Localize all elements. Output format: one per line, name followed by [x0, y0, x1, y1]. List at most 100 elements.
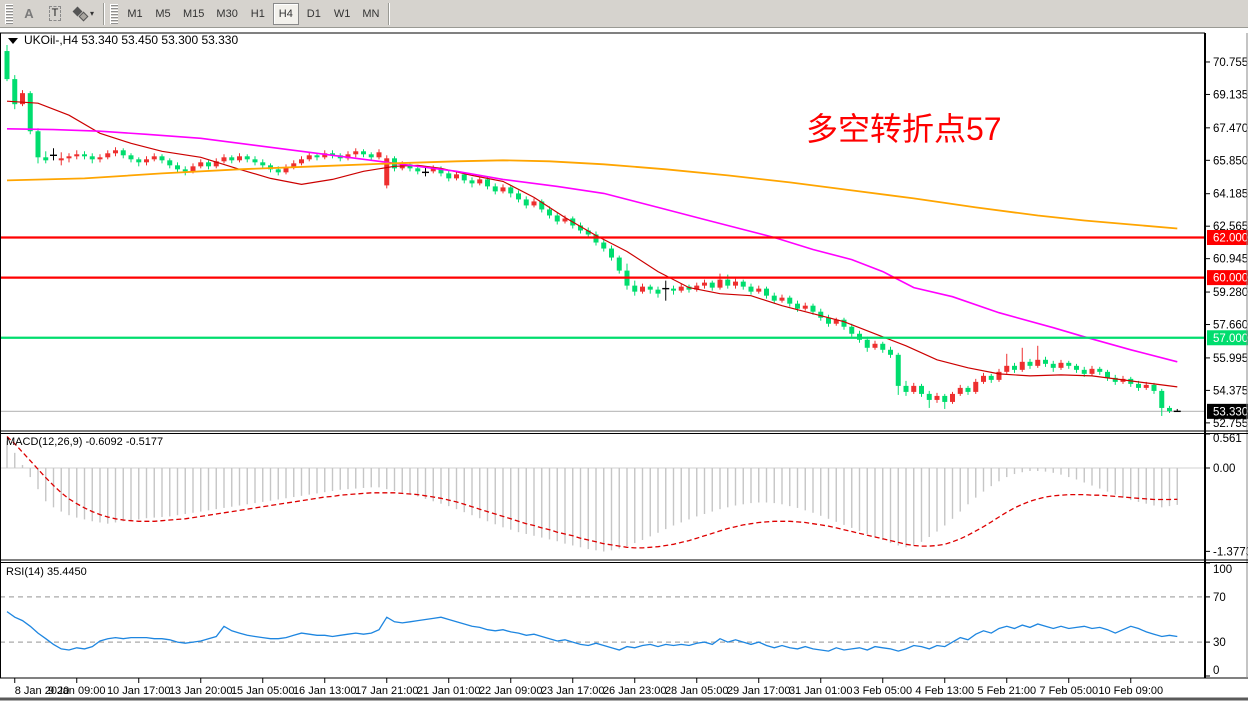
time-tick-label: 23 Jan 17:00: [541, 685, 605, 697]
bear-candle: [1043, 359, 1048, 364]
bear-candle: [1112, 377, 1118, 382]
timeframe-button-D1[interactable]: D1: [301, 3, 327, 25]
chevron-down-icon: ▾: [90, 9, 95, 18]
bear-candle: [260, 162, 266, 166]
chart-window[interactable]: 多空转折点57 UKOil-,H4 53.340 53.450 53.300 53…: [0, 28, 1248, 701]
bear-candle: [35, 131, 41, 158]
bull-candle: [74, 154, 80, 157]
timeframe-button-H1[interactable]: H1: [245, 3, 271, 25]
bull-candle: [283, 167, 289, 173]
rsi-label: RSI(14) 35.4450: [6, 566, 87, 578]
price-badge-62.000: [1207, 230, 1248, 246]
bear-candle: [128, 155, 134, 160]
time-tick-label: 5 Feb 21:00: [977, 685, 1036, 697]
bear-candle: [175, 165, 180, 170]
bull-candle: [454, 174, 459, 179]
toolbar-grip[interactable]: [110, 3, 119, 24]
bull-candle: [1004, 365, 1010, 372]
rsi-tick-label: 100: [1213, 564, 1232, 576]
bear-candle: [206, 162, 211, 167]
bull-candle: [1058, 362, 1064, 368]
symbol-ohlc-label: UKOil-,H4 53.340 53.450 53.300 53.330: [24, 33, 238, 47]
bear-candle: [1012, 365, 1017, 370]
bull-candle: [934, 395, 940, 400]
label-tool-button[interactable]: A: [17, 3, 41, 25]
bull-candle: [1089, 368, 1095, 374]
macd-tick-label: 0.561: [1213, 433, 1242, 445]
timeframe-button-W1[interactable]: W1: [329, 3, 356, 25]
bear-candle: [764, 288, 769, 296]
bear-candle: [554, 215, 560, 222]
bear-candle: [795, 303, 800, 309]
price-badge-60.000: [1207, 270, 1248, 286]
annotation-text[interactable]: 多空转折点57: [806, 111, 1002, 147]
rsi-tick-label: 70: [1213, 592, 1226, 604]
bull-candle: [322, 153, 328, 158]
bull-candle: [151, 156, 157, 160]
timeframe-button-M30[interactable]: M30: [211, 3, 242, 25]
bear-candle: [1074, 365, 1079, 370]
arrow-objects-icon: [74, 7, 88, 21]
bull-candle: [291, 163, 297, 168]
timeframe-button-H4[interactable]: H4: [272, 2, 299, 25]
bear-candle: [601, 242, 607, 249]
arrow-objects-button[interactable]: ▾: [69, 3, 99, 25]
bull-candle: [237, 156, 242, 161]
bull-candle: [996, 371, 1002, 380]
bull-candle: [872, 343, 878, 348]
bull-candle: [198, 162, 204, 167]
bear-candle: [609, 248, 614, 258]
time-tick-label: 26 Jan 23:00: [603, 685, 667, 697]
bull-candle: [911, 385, 917, 392]
bear-candle: [1027, 361, 1033, 366]
time-tick-label: 7 Feb 05:00: [1039, 685, 1098, 697]
bull-candle: [531, 201, 537, 206]
time-tick-label: 8 Jan 2020: [15, 685, 69, 697]
time-tick-label: 31 Jan 01:00: [789, 685, 853, 697]
timeframe-button-M1[interactable]: M1: [122, 3, 148, 25]
timeframe-button-M5[interactable]: M5: [150, 3, 176, 25]
bull-candle: [779, 297, 785, 301]
timeframe-button-M15[interactable]: M15: [178, 3, 209, 25]
bull-candle: [1019, 361, 1025, 370]
bear-candle: [120, 150, 126, 156]
macd-signal-line: [6, 436, 1178, 549]
bull-candle: [981, 375, 986, 382]
timeframe-button-MN[interactable]: MN: [357, 3, 384, 25]
text-tool-icon: T: [48, 6, 62, 21]
text-tool-button[interactable]: T: [43, 3, 67, 25]
price-tick-label: 67.470: [1213, 123, 1248, 135]
bear-candle: [787, 297, 793, 304]
bull-candle: [833, 319, 839, 324]
bear-candle: [740, 281, 746, 287]
symbol-dropdown-icon[interactable]: [8, 38, 18, 44]
price-tick-label: 60.945: [1213, 254, 1248, 266]
bull-candle: [477, 179, 483, 184]
time-tick-label: 16 Jan 13:00: [293, 685, 357, 697]
bear-candle: [516, 193, 521, 200]
bear-candle: [361, 151, 366, 155]
bear-candle: [1105, 371, 1110, 378]
bear-candle: [671, 288, 676, 291]
toolbar-grip[interactable]: [5, 3, 13, 24]
bear-candle: [43, 157, 49, 161]
bear-candle: [965, 387, 971, 392]
bull-candle: [957, 387, 963, 394]
price-axis[interactable]: 70.75569.13567.47065.85064.18562.56560.9…: [1205, 57, 1248, 677]
bull-candle: [20, 93, 25, 105]
bear-candle: [942, 395, 948, 402]
bear-candle: [27, 93, 33, 132]
bull-candle: [66, 156, 72, 159]
price-tick-label: 54.375: [1213, 385, 1248, 397]
bull-candle: [144, 159, 149, 163]
bull-candle: [221, 157, 227, 162]
bear-candle: [888, 349, 893, 355]
bear-candle: [771, 295, 777, 301]
bear-candle: [1151, 384, 1157, 391]
bull-candle: [213, 161, 219, 167]
moving-average-fast: [6, 100, 1178, 388]
bear-candle: [632, 285, 638, 292]
bear-candle: [818, 311, 824, 318]
bear-candle: [926, 393, 932, 400]
